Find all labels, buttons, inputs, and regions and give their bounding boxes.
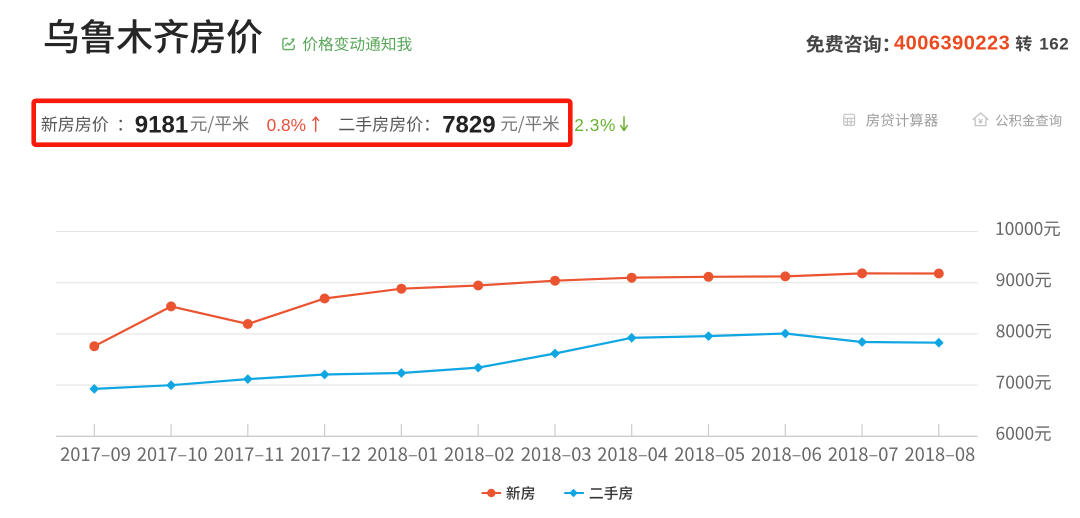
svg-text:4006390223: 4006390223	[894, 32, 1010, 54]
svg-text:162: 162	[1039, 34, 1069, 53]
svg-text:9181: 9181	[135, 111, 188, 138]
svg-text:0.8%: 0.8%	[267, 115, 306, 135]
svg-text:7829: 7829	[442, 111, 495, 138]
svg-text:2.3%: 2.3%	[574, 115, 616, 135]
